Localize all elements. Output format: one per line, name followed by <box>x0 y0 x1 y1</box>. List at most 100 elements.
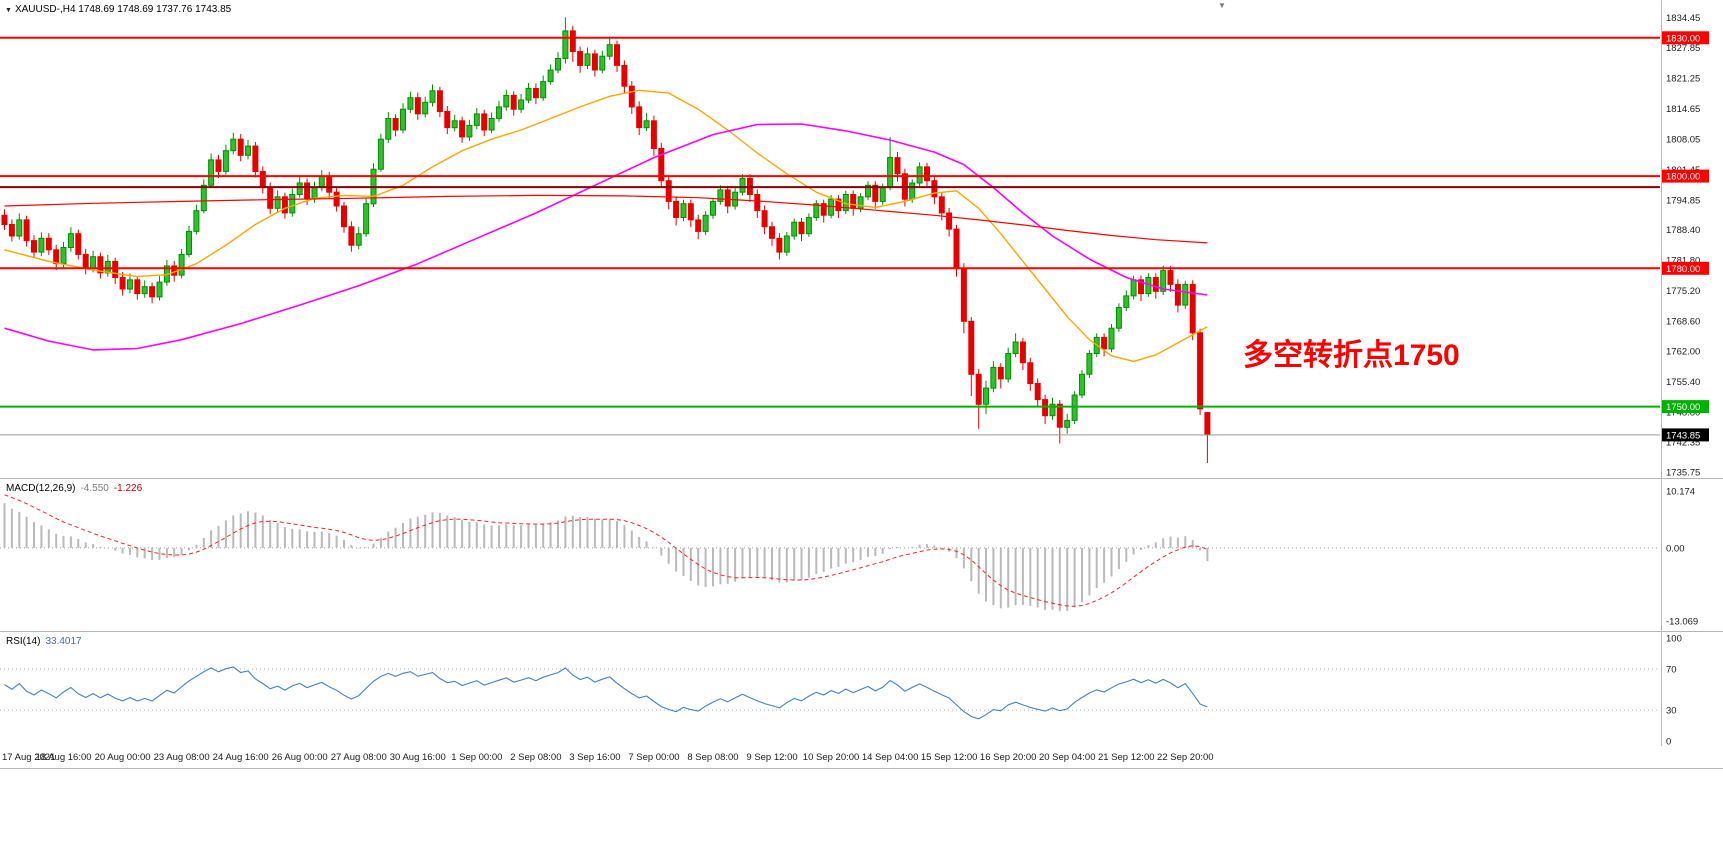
candle <box>1005 347 1012 383</box>
candle <box>739 174 746 196</box>
candle <box>1204 412 1211 463</box>
candle <box>178 248 185 279</box>
candle <box>547 64 554 85</box>
time-axis-label: 20 Aug 00:00 <box>94 752 151 763</box>
candle <box>702 211 709 236</box>
time-axis[interactable]: 17 Aug 2021 18 Aug 16:00 20 Aug 00:00 23 Au… <box>0 746 1723 768</box>
candle <box>1101 333 1108 357</box>
candle <box>887 136 894 191</box>
macd-main-value: -4.550 <box>80 483 109 494</box>
candle <box>1071 391 1078 425</box>
candle <box>459 116 466 143</box>
macd-tick-label: 0.00 <box>1666 543 1685 554</box>
candle <box>38 232 45 257</box>
candle <box>1197 328 1204 415</box>
candle <box>643 112 650 131</box>
candle <box>104 254 111 277</box>
price-axis[interactable] <box>1662 0 1723 768</box>
candle <box>82 248 89 275</box>
candle <box>208 153 215 189</box>
candle <box>791 218 798 240</box>
candle <box>341 201 347 233</box>
candle <box>850 190 857 216</box>
time-axis-label: 8 Sep 08:00 <box>687 752 739 763</box>
svg-text:1750.00: 1750.00 <box>1666 402 1700 413</box>
candle <box>8 219 15 242</box>
candle <box>414 92 421 120</box>
candle <box>311 181 318 203</box>
candle <box>916 162 923 187</box>
candle <box>968 317 975 396</box>
price-tick-label: 1768.60 <box>1666 316 1700 327</box>
candle <box>805 213 812 237</box>
candle <box>1 209 8 230</box>
candle <box>222 144 229 175</box>
svg-text:1800.00: 1800.00 <box>1666 172 1700 183</box>
candle <box>466 119 473 141</box>
candle <box>67 227 74 252</box>
candle <box>503 89 510 111</box>
candle <box>407 91 414 113</box>
rsi-tick-label: 0 <box>1666 736 1671 746</box>
pane-separator-macd-rsi[interactable] <box>0 631 1723 632</box>
macd-signal-line <box>4 494 1208 607</box>
candle <box>997 363 1004 389</box>
chart-bottom-separator <box>0 768 1723 769</box>
candle <box>1189 280 1196 341</box>
time-axis-label: 17 Aug 2021 <box>2 752 56 763</box>
candle <box>237 134 244 162</box>
candle <box>31 235 37 259</box>
candle <box>975 369 982 429</box>
candle <box>562 17 569 64</box>
candle <box>813 200 820 221</box>
chart-annotation[interactable]: 多空转折点1750 <box>1243 339 1460 372</box>
candle <box>555 52 561 74</box>
rsi-tick-label: 70 <box>1666 665 1677 676</box>
rsi-value: 33.4017 <box>45 636 82 647</box>
symbol-dropdown-icon[interactable]: ▼ <box>5 7 12 14</box>
candle <box>614 40 620 72</box>
candle <box>119 272 126 296</box>
candle <box>776 233 783 260</box>
candle <box>577 46 584 73</box>
time-axis-label: 16 Sep 20:00 <box>979 752 1037 763</box>
macd-tick-label: 10.174 <box>1666 487 1695 498</box>
main-price-pane[interactable]: 1834.451827.851821.251814.651808.051801.… <box>0 0 1723 478</box>
time-axis-label: 15 Sep 12:00 <box>920 752 978 763</box>
candle <box>606 36 613 60</box>
candle <box>769 221 775 246</box>
candle <box>1167 266 1174 292</box>
candle <box>318 170 325 192</box>
price-tick-label: 1788.40 <box>1666 225 1700 236</box>
pane-separator-main-macd[interactable] <box>0 478 1723 479</box>
symbol-name: XAUUSD-,H4 <box>14 4 76 15</box>
candle <box>127 273 133 294</box>
rsi-pane[interactable]: 100 70 30 0 <box>0 632 1723 746</box>
candle <box>695 214 702 240</box>
candle <box>650 115 657 156</box>
candle <box>289 188 296 217</box>
candle <box>518 94 525 113</box>
candle <box>1115 303 1122 332</box>
chart-shift-marker-icon[interactable]: ▼ <box>1218 1 1226 10</box>
candle <box>23 215 30 247</box>
candle <box>673 196 680 226</box>
price-line-label: 1800.00 <box>1662 169 1709 183</box>
candle <box>658 142 665 189</box>
candle <box>16 213 23 240</box>
price-tick-label: 1808.05 <box>1666 135 1700 146</box>
price-tick-label: 1742.35 <box>1666 437 1700 448</box>
price-tick-label: 1794.85 <box>1666 195 1700 206</box>
candle <box>960 263 967 334</box>
candle <box>281 192 288 219</box>
candle <box>1108 324 1115 353</box>
macd-pane[interactable]: 10.174 0.00 -13.069 <box>0 479 1723 631</box>
price-tick-label: 1781.80 <box>1666 256 1700 267</box>
candle <box>215 154 222 178</box>
candle <box>798 218 805 242</box>
candle <box>525 83 532 104</box>
candle <box>1123 290 1130 312</box>
candle <box>186 225 192 258</box>
svg-text:1743.85: 1743.85 <box>1666 430 1700 441</box>
